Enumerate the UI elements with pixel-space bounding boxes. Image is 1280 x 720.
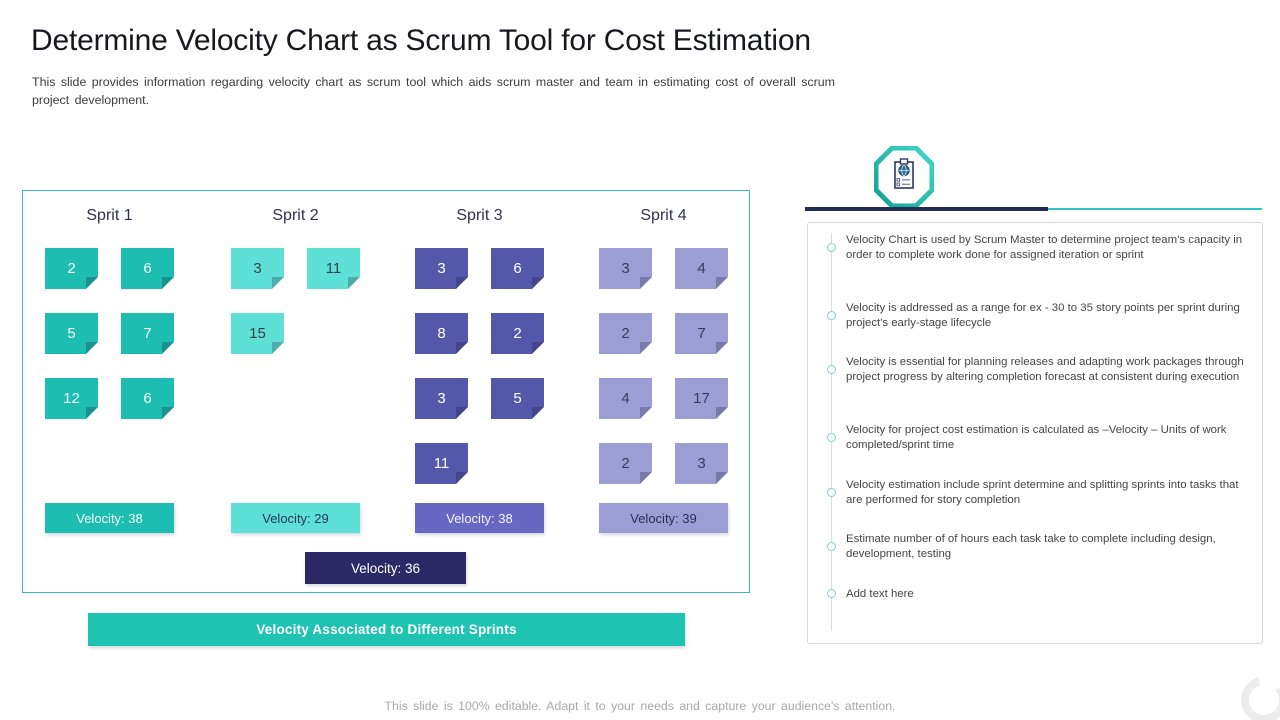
note-item: Velocity Chart is used by Scrum Master t… — [808, 233, 1262, 262]
story-point-tile: 2 — [599, 443, 652, 484]
sprint-velocity-bar: Velocity: 39 — [599, 503, 728, 533]
story-point-tile: 2 — [599, 313, 652, 354]
bullet-circle-icon — [827, 541, 836, 551]
bullet-circle-icon — [827, 242, 836, 252]
story-point-tile: 7 — [121, 313, 174, 354]
story-point-tile: 5 — [45, 313, 98, 354]
bullet-circle-icon — [827, 432, 836, 442]
story-point-tile: 17 — [675, 378, 728, 419]
bullet-circle-icon — [827, 364, 836, 374]
sprint-column-3: Sprit 3 3 6 8 2 3 5 11 Velocity: 38 — [415, 191, 544, 592]
story-point-tile: 3 — [415, 248, 468, 289]
note-text: Velocity is addressed as a range for ex … — [846, 302, 1240, 329]
note-item: Velocity is essential for planning relea… — [808, 355, 1262, 384]
sprint-column-4: Sprit 4 3 4 2 7 4 17 2 3 Velocity: 39 — [599, 191, 728, 592]
story-point-tile: 2 — [491, 313, 544, 354]
story-point-tile: 7 — [675, 313, 728, 354]
sprint-title: Sprit 4 — [640, 207, 687, 224]
story-point-tile: 6 — [121, 378, 174, 419]
sprint-column-1: Sprit 1 2 6 5 7 12 6 Velocity: 38 — [45, 191, 174, 592]
connector-line — [831, 233, 832, 631]
notes-panel: Velocity Chart is used by Scrum Master t… — [807, 222, 1263, 644]
note-item: Estimate number of of hours each task ta… — [808, 532, 1262, 561]
sprint-title: Sprit 3 — [456, 207, 503, 224]
note-item: Velocity for project cost estimation is … — [808, 423, 1262, 452]
story-point-tile: 5 — [491, 378, 544, 419]
bullet-circle-icon — [827, 310, 836, 320]
note-text: Velocity estimation include sprint deter… — [846, 479, 1239, 506]
page-title: Determine Velocity Chart as Scrum Tool f… — [31, 24, 811, 57]
note-text: Velocity is essential for planning relea… — [846, 356, 1244, 383]
story-point-tile: 3 — [675, 443, 728, 484]
story-point-tile: 3 — [415, 378, 468, 419]
ring-arc-icon — [1241, 677, 1280, 720]
story-point-tile: 2 — [45, 248, 98, 289]
octagon-clipboard-icon — [874, 146, 934, 208]
story-point-tile: 11 — [307, 248, 360, 289]
divider-teal — [1048, 208, 1262, 210]
story-point-tile: 11 — [415, 443, 468, 484]
bullet-circle-icon — [827, 589, 836, 599]
story-point-tile: 4 — [675, 248, 728, 289]
slide-subtitle: This slide provides information regardin… — [32, 75, 835, 107]
note-text: Velocity for project cost estimation is … — [846, 424, 1227, 451]
note-item: Add text here — [808, 587, 1262, 602]
sprint-column-2: Sprit 2 3 11 15 Velocity: 29 — [231, 191, 360, 592]
note-item: Velocity estimation include sprint deter… — [808, 478, 1262, 507]
note-text: Velocity Chart is used by Scrum Master t… — [846, 234, 1243, 261]
overall-velocity-bar: Velocity: 36 — [305, 552, 466, 584]
story-point-tile: 8 — [415, 313, 468, 354]
story-point-tile: 4 — [599, 378, 652, 419]
sprint-velocity-bar: Velocity: 38 — [415, 503, 544, 533]
story-point-tile: 15 — [231, 313, 284, 354]
story-point-tile: 3 — [231, 248, 284, 289]
sprint-velocity-bar: Velocity: 29 — [231, 503, 360, 533]
divider-navy — [805, 207, 1048, 211]
bullet-circle-icon — [827, 487, 836, 497]
story-point-tile: 6 — [121, 248, 174, 289]
note-text: Estimate number of of hours each task ta… — [846, 533, 1216, 560]
sprint-title: Sprit 1 — [86, 207, 133, 224]
sprint-title: Sprit 2 — [272, 207, 319, 224]
story-point-tile: 12 — [45, 378, 98, 419]
velocity-chart-panel: Sprit 1 2 6 5 7 12 6 Velocity: 38 Sprit 2 3 11 15 Ve… — [22, 190, 750, 593]
chart-caption-banner: Velocity Associated to Different Sprints — [88, 613, 685, 646]
story-point-tile: 3 — [599, 248, 652, 289]
story-point-tile: 6 — [491, 248, 544, 289]
sprint-velocity-bar: Velocity: 38 — [45, 503, 174, 533]
footer-note: This slide is 100% editable. Adapt it to… — [384, 699, 896, 713]
note-text: Add text here — [846, 588, 914, 600]
note-item: Velocity is addressed as a range for ex … — [808, 301, 1262, 330]
